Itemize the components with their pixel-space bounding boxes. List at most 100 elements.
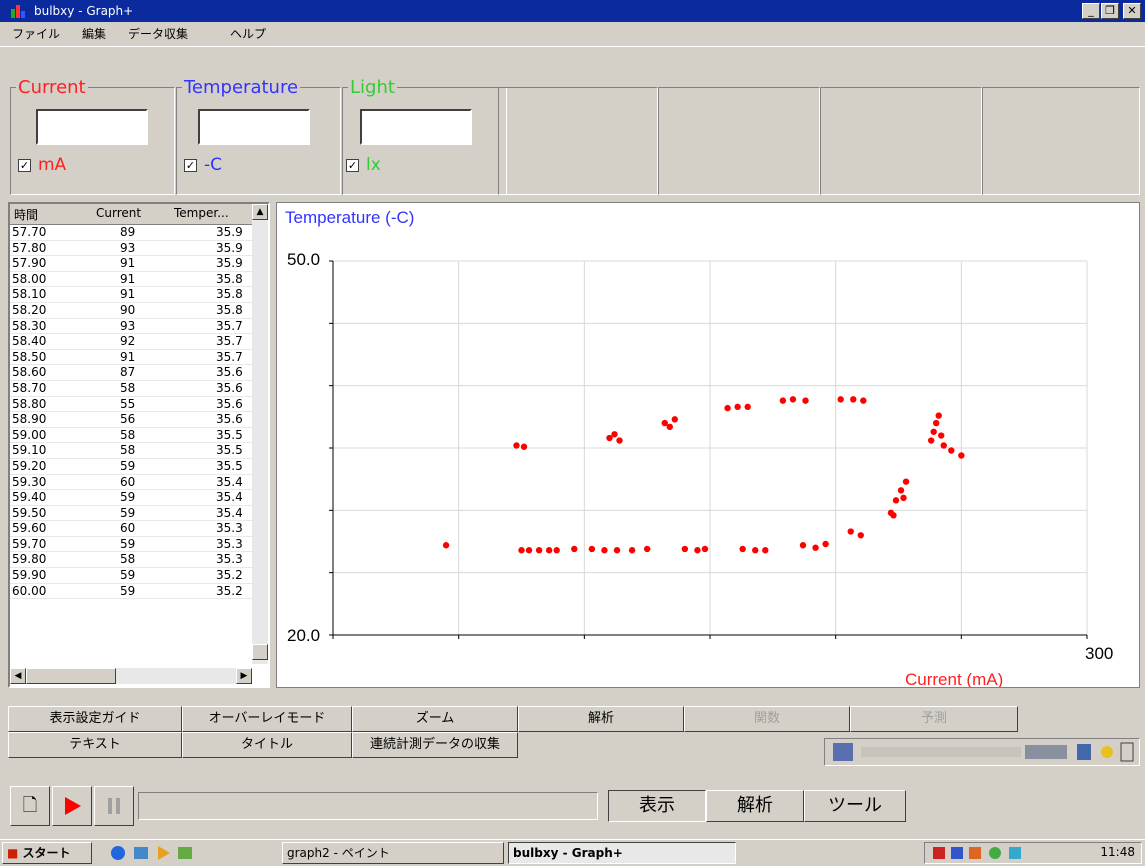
table-row[interactable]: 58.20 90 35.8	[10, 303, 252, 319]
scroll-left-icon[interactable]: ◀	[10, 668, 26, 684]
table-row[interactable]: 60.00 59 35.2	[10, 584, 252, 600]
tab-analysis[interactable]: 解析	[706, 790, 804, 822]
table-row[interactable]: 59.70 59 35.3	[10, 537, 252, 553]
current-value-field[interactable]	[36, 109, 148, 145]
table-vertical-scrollbar[interactable]: ▲ ▼	[252, 204, 268, 664]
graph-panel[interactable]: Temperature (-C) 50.0 20.0 300 Current (…	[276, 202, 1140, 689]
cell-current: 59	[120, 458, 136, 473]
table-row[interactable]: 59.50 59 35.4	[10, 506, 252, 522]
table-row[interactable]: 58.40 92 35.7	[10, 334, 252, 350]
table-row[interactable]: 57.90 91 35.9	[10, 256, 252, 272]
data-point	[701, 545, 709, 553]
cell-temperature: 35.7	[216, 334, 243, 349]
desktop-icon[interactable]	[134, 847, 148, 859]
table-row[interactable]: 59.30 60 35.4	[10, 475, 252, 491]
table-row[interactable]: 58.70 58 35.6	[10, 381, 252, 397]
pause-button[interactable]	[94, 786, 134, 826]
table-row[interactable]: 57.80 93 35.9	[10, 241, 252, 257]
table-row[interactable]: 58.00 91 35.8	[10, 272, 252, 288]
cell-time: 58.80	[12, 396, 47, 411]
column-header-time[interactable]: 時間	[14, 208, 39, 222]
table-row[interactable]: 59.40 59 35.4	[10, 490, 252, 506]
title-button[interactable]: タイトル	[182, 732, 352, 758]
table-row[interactable]: 59.00 58 35.5	[10, 428, 252, 444]
menu-file[interactable]: ファイル	[12, 27, 61, 41]
temperature-checkbox[interactable]: ✓	[184, 159, 197, 172]
text-button[interactable]: テキスト	[8, 732, 182, 758]
progress-bar	[138, 792, 598, 820]
column-header-temperature[interactable]: Temper...	[174, 206, 229, 220]
empty-sensor-slot-4	[982, 87, 1140, 195]
browser-icon[interactable]	[111, 846, 125, 860]
tray-icon-5[interactable]	[1009, 847, 1021, 859]
table-row[interactable]: 59.80 58 35.3	[10, 552, 252, 569]
cell-time: 58.90	[12, 412, 47, 427]
data-point	[518, 547, 525, 554]
temperature-value-field[interactable]	[198, 109, 310, 145]
table-row[interactable]: 58.60 87 35.6	[10, 365, 252, 381]
restore-button[interactable]: ❐	[1101, 3, 1119, 19]
data-point	[588, 545, 596, 553]
table-row[interactable]: 59.90 59 35.2	[10, 568, 252, 584]
cell-time: 59.20	[12, 458, 47, 473]
menu-bar: ファイル 編集 データ収集 ヘルプ	[0, 22, 1145, 44]
current-checkbox[interactable]: ✓	[18, 159, 31, 172]
stepper-icon[interactable]	[1120, 742, 1134, 762]
table-row[interactable]: 58.10 91 35.8	[10, 287, 252, 303]
data-point	[940, 442, 947, 449]
table-row[interactable]: 57.70 89 35.9	[10, 225, 252, 241]
data-table[interactable]: 時間 Current Temper... 57.70 89 35.9 57.80 93 3…	[8, 202, 270, 688]
light-value-field[interactable]	[360, 109, 472, 145]
play-button[interactable]	[52, 786, 92, 826]
scroll-up-icon[interactable]: ▲	[252, 204, 268, 220]
tray-icon-3[interactable]	[969, 847, 981, 859]
app-launch-icon[interactable]	[178, 847, 192, 859]
table-row[interactable]: 58.80 55 35.6	[10, 397, 252, 413]
predict-button[interactable]: 予測	[850, 706, 1018, 732]
data-point	[860, 397, 867, 404]
taskbar-item-paint[interactable]: graph2 - ペイント	[282, 842, 504, 864]
horizontal-scroll-thumb[interactable]	[26, 668, 116, 684]
media-icon[interactable]	[158, 846, 170, 860]
search-icon[interactable]	[1101, 746, 1113, 758]
continuous-collection-button[interactable]: 連続計測データの収集	[352, 732, 518, 758]
new-file-icon[interactable]: 🗋	[10, 786, 50, 826]
table-row[interactable]: 59.20 59 35.5	[10, 459, 252, 475]
start-button[interactable]: ■ スタート	[2, 842, 92, 864]
menu-help[interactable]: ヘルプ	[230, 27, 267, 41]
close-button[interactable]: ✕	[1123, 3, 1141, 19]
zoom-button[interactable]: ズーム	[352, 706, 518, 732]
analysis-button[interactable]: 解析	[518, 706, 684, 732]
light-checkbox[interactable]: ✓	[346, 159, 359, 172]
cell-current: 58	[120, 380, 136, 395]
table-row[interactable]: 59.10 58 35.5	[10, 443, 252, 459]
table-row[interactable]: 58.50 91 35.7	[10, 350, 252, 366]
table-horizontal-scrollbar[interactable]: ◀ ▶	[10, 668, 252, 684]
cell-time: 58.20	[12, 302, 47, 317]
data-point	[643, 545, 651, 553]
overlay-mode-button[interactable]: オーバーレイモード	[182, 706, 352, 732]
table-row[interactable]: 59.60 60 35.3	[10, 521, 252, 537]
taskbar-item-graph[interactable]: bulbxy - Graph+	[508, 842, 736, 864]
scroll-thumb[interactable]	[252, 644, 268, 660]
function-button[interactable]: 関数	[684, 706, 850, 732]
tab-display[interactable]: 表示	[608, 790, 706, 822]
note-icon[interactable]	[1077, 744, 1091, 760]
scatter-chart[interactable]: Temperature (-C) 50.0 20.0 300 Current (…	[277, 203, 1139, 689]
display-settings-guide-button[interactable]: 表示設定ガイド	[8, 706, 182, 732]
zoom-icon[interactable]	[1025, 745, 1067, 759]
minimize-button[interactable]: _	[1082, 3, 1100, 19]
menu-edit[interactable]: 編集	[82, 27, 107, 41]
chart-icon[interactable]	[833, 743, 853, 761]
tray-icon-2[interactable]	[951, 847, 963, 859]
tab-tools[interactable]: ツール	[804, 790, 906, 822]
menu-data-collection[interactable]: データ収集	[128, 27, 189, 41]
table-row[interactable]: 58.30 93 35.7	[10, 319, 252, 335]
tray-icon-1[interactable]	[933, 847, 945, 859]
tray-icon-4[interactable]	[989, 847, 1001, 859]
table-row[interactable]: 58.90 56 35.6	[10, 412, 252, 428]
data-point	[900, 494, 907, 502]
toolbar-icons	[833, 742, 1134, 762]
column-header-current[interactable]: Current	[96, 206, 142, 220]
scroll-right-icon[interactable]: ▶	[236, 668, 252, 684]
